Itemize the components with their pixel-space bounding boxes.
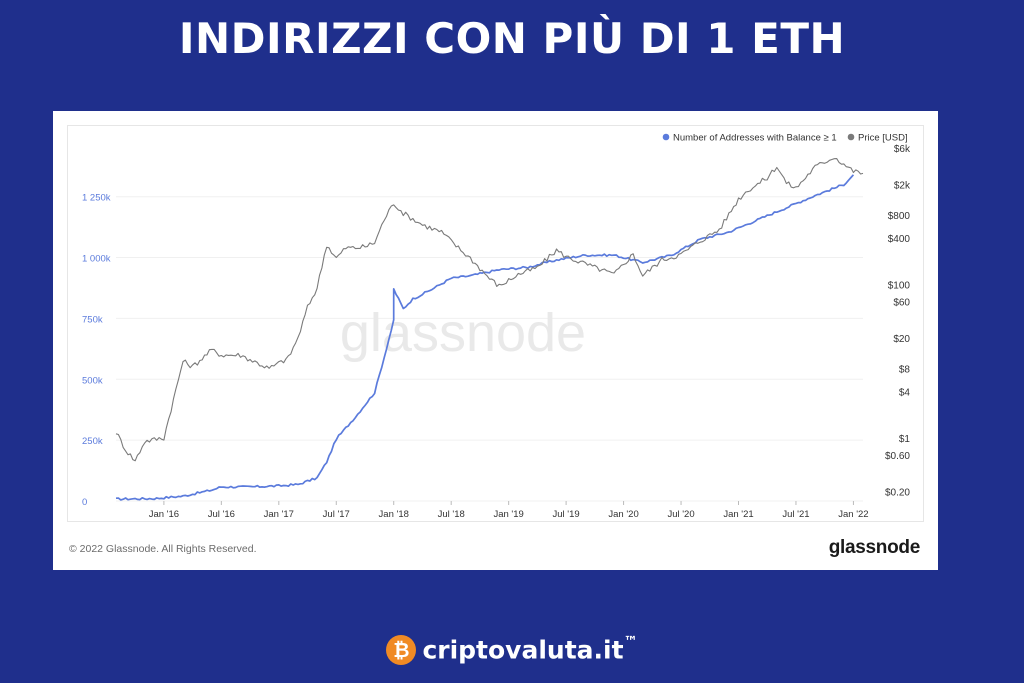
right-tick-label: $800 bbox=[888, 211, 911, 222]
right-tick-label: $8 bbox=[899, 365, 911, 376]
watermark: glassnode bbox=[340, 303, 586, 363]
x-tick-label: Jan '16 bbox=[149, 509, 179, 520]
legend-item-price-marker bbox=[847, 133, 855, 141]
left-tick-label: 1 250k bbox=[82, 193, 111, 204]
x-tick-label: Jan '17 bbox=[264, 509, 294, 520]
trademark-symbol: ™ bbox=[623, 634, 638, 650]
x-tick-label: Jan '19 bbox=[493, 509, 523, 520]
x-tick-label: Jul '17 bbox=[323, 509, 350, 520]
page-title: INDIRIZZI CON PIÙ DI 1 ETH bbox=[178, 14, 846, 63]
x-tick-label: Jan '21 bbox=[723, 509, 753, 520]
left-tick-label: 750k bbox=[82, 314, 103, 325]
price-series-line bbox=[115, 158, 864, 462]
right-tick-label: $400 bbox=[888, 234, 911, 245]
left-tick-label: 1 000k bbox=[82, 254, 111, 265]
x-axis: Jan '16 Jul '16 Jan '17 Jul '17 Jan '18 Jul '… bbox=[149, 501, 869, 520]
right-axis: $0.20 $0.60 $1 $4 $8 $20 $60 $100 $400 $800 $2k $6k bbox=[885, 144, 911, 498]
right-tick-label: $100 bbox=[888, 280, 911, 291]
x-tick-label: Jan '18 bbox=[379, 509, 409, 520]
glassnode-logo: glassnode bbox=[828, 537, 921, 558]
right-tick-label: $0.20 bbox=[885, 487, 910, 498]
legend: Number of Addresses with Balance ≥ 1 Pric… bbox=[662, 133, 908, 144]
chart-card: glassnode 0 250k 500k 750k 1 000k 1 250k $0.2… bbox=[53, 111, 938, 570]
chart-frame: glassnode 0 250k 500k 750k 1 000k 1 250k $0.2… bbox=[67, 125, 924, 522]
right-tick-label: $0.60 bbox=[885, 451, 910, 462]
right-tick-label: $2k bbox=[894, 181, 911, 192]
right-tick-label: $6k bbox=[894, 144, 911, 155]
x-tick-label: Jan '22 bbox=[838, 509, 868, 520]
x-tick-label: Jul '20 bbox=[667, 509, 694, 520]
left-tick-label: 250k bbox=[82, 436, 103, 447]
left-tick-label: 0 bbox=[82, 497, 87, 508]
bitcoin-coin-icon: ₿ bbox=[386, 635, 417, 665]
legend-item-addresses-label: Number of Addresses with Balance ≥ 1 bbox=[673, 133, 837, 144]
left-axis: 0 250k 500k 750k 1 000k 1 250k bbox=[82, 193, 111, 508]
x-tick-label: Jan '20 bbox=[608, 509, 638, 520]
x-tick-label: Jul '18 bbox=[438, 509, 465, 520]
x-tick-label: Jul '16 bbox=[208, 509, 235, 520]
x-tick-label: Jul '21 bbox=[782, 509, 809, 520]
right-tick-label: $1 bbox=[899, 434, 911, 445]
right-tick-label: $60 bbox=[893, 297, 910, 308]
chart: glassnode 0 250k 500k 750k 1 000k 1 250k $0.2… bbox=[82, 133, 911, 521]
series bbox=[115, 158, 864, 501]
brand-name: criptovaluta.it bbox=[422, 635, 624, 665]
brand-footer: ₿ criptovaluta.it™ bbox=[0, 634, 1024, 665]
x-tick-label: Jul '19 bbox=[553, 509, 580, 520]
legend-item-addresses-marker bbox=[662, 133, 670, 141]
right-tick-label: $4 bbox=[899, 388, 911, 399]
copyright-text: © 2022 Glassnode. All Rights Reserved. bbox=[69, 543, 257, 555]
legend-item-price-label: Price [USD] bbox=[858, 133, 908, 144]
left-tick-label: 500k bbox=[82, 375, 103, 386]
addresses-series-line bbox=[115, 174, 855, 501]
right-tick-label: $20 bbox=[893, 334, 910, 345]
